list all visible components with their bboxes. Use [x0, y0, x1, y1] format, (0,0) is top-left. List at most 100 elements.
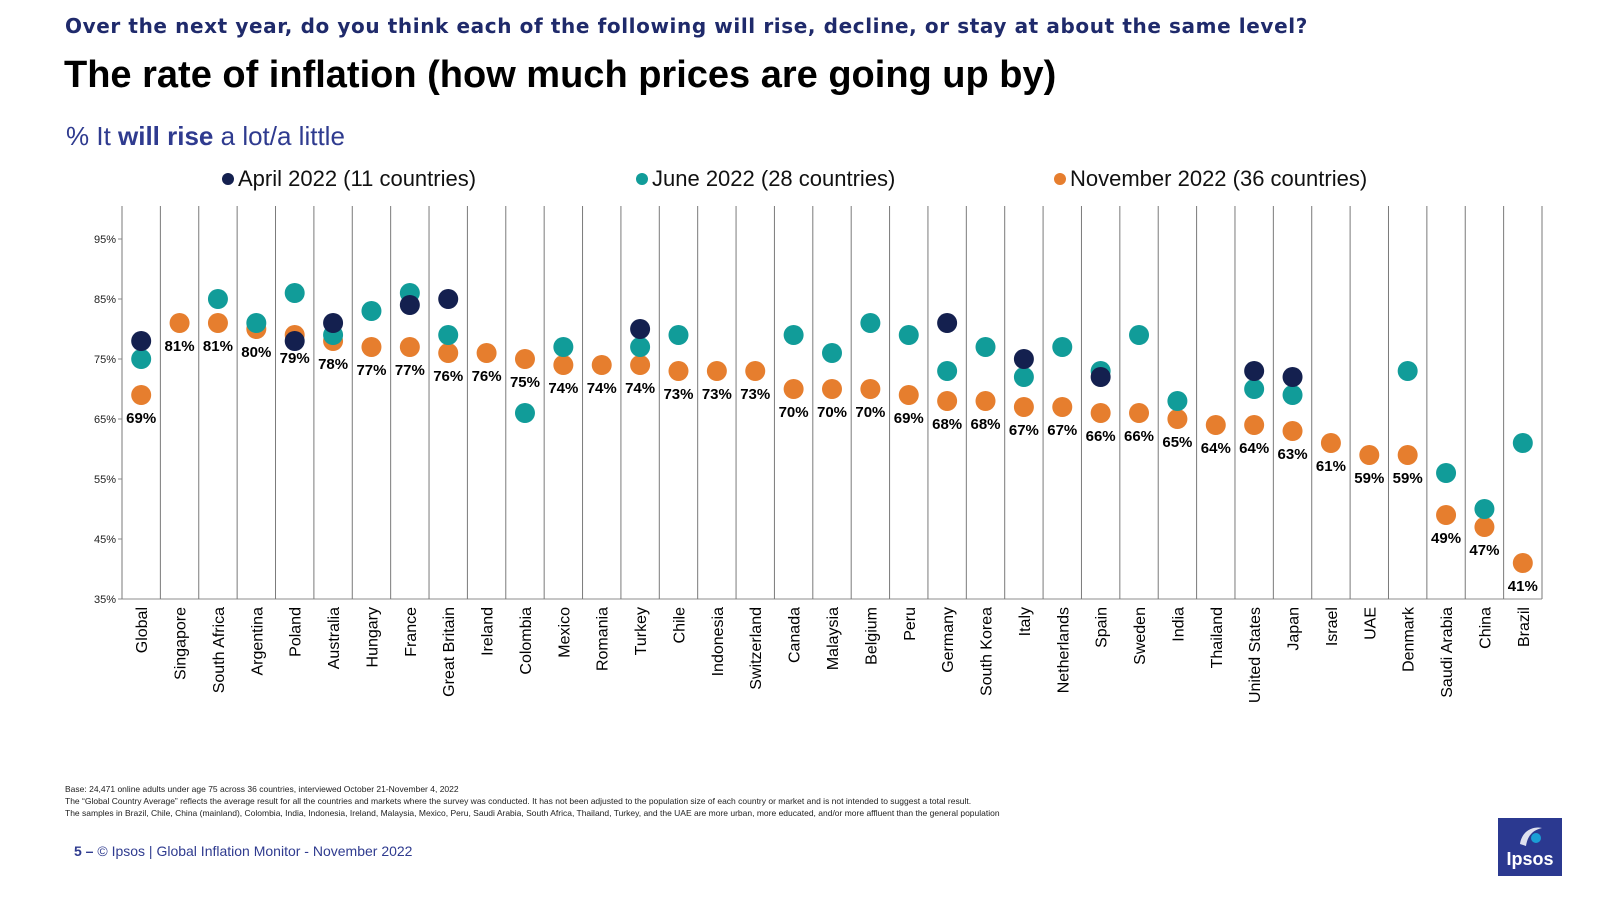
data-point [783, 325, 804, 345]
data-label: 69% [894, 410, 924, 427]
data-point [1474, 499, 1495, 519]
footnote-base: Base: 24,471 online adults under age 75 … [65, 784, 459, 794]
data-point [898, 325, 919, 345]
chart-legend: April 2022 (11 countries) June 2022 (28 … [0, 166, 1600, 196]
data-label: 66% [1086, 428, 1116, 445]
data-point [1320, 433, 1341, 453]
data-label: 68% [932, 416, 962, 433]
x-tick-label: UAE [1362, 607, 1379, 640]
data-label: 70% [855, 404, 885, 421]
y-tick-label: 95% [94, 234, 116, 246]
data-point [361, 337, 382, 357]
data-point [1205, 415, 1226, 435]
data-label: 74% [587, 380, 617, 397]
legend-item-june: June 2022 (28 countries) [636, 166, 895, 192]
data-point [246, 313, 267, 333]
subtitle-bold: will rise [118, 121, 214, 151]
inflation-chart: 35% 45% 55% 65% 75% 85% 95% Global Singapore Sout… [94, 206, 1543, 703]
data-label: 70% [817, 404, 847, 421]
data-point [1512, 433, 1533, 453]
data-point [1052, 397, 1073, 417]
data-label: 67% [1047, 422, 1077, 439]
footer-text: © Ipsos | Global Inflation Monitor - Nov… [93, 843, 413, 859]
question-text: Over the next year, do you think each of… [65, 14, 1308, 38]
x-tick-label: Japan [1286, 607, 1303, 651]
data-point [399, 337, 420, 357]
data-label: 70% [779, 404, 809, 421]
data-point [1244, 379, 1265, 399]
x-tick-label: United States [1247, 607, 1264, 703]
data-point [438, 289, 459, 309]
data-point [1512, 553, 1533, 573]
data-point [1244, 415, 1265, 435]
legend-marker-june [636, 173, 648, 185]
data-point [668, 325, 689, 345]
x-tick-label: Switzerland [748, 607, 765, 690]
data-point [1282, 367, 1303, 387]
data-point [745, 361, 766, 381]
data-point [207, 289, 228, 309]
data-label: 68% [970, 416, 1000, 433]
data-point [1090, 367, 1111, 387]
x-tick-label: France [403, 607, 420, 657]
data-label: 73% [702, 386, 732, 403]
y-tick-label: 75% [94, 354, 116, 366]
data-label: 73% [740, 386, 770, 403]
data-point [898, 385, 919, 405]
data-label: 74% [548, 380, 578, 397]
data-label: 66% [1124, 428, 1154, 445]
data-label: 80% [241, 344, 271, 361]
data-point [1129, 325, 1150, 345]
data-point [553, 355, 574, 375]
legend-marker-november [1054, 173, 1066, 185]
x-tick-label: South Africa [211, 607, 228, 693]
x-tick-label: Saudi Arabia [1439, 607, 1456, 698]
footnote-global-average: The “Global Country Average” reflects th… [65, 796, 972, 806]
data-point [630, 355, 651, 375]
data-point [1436, 463, 1457, 483]
data-point [668, 361, 689, 381]
x-tick-label: Netherlands [1055, 607, 1072, 693]
ipsos-logo: Ipsos [1498, 818, 1562, 876]
data-point [1474, 517, 1495, 537]
data-point [1167, 409, 1188, 429]
data-label: 63% [1278, 446, 1308, 463]
data-point [399, 295, 420, 315]
x-tick-label: India [1170, 607, 1187, 642]
footnote-samples: The samples in Brazil, Chile, China (mai… [65, 808, 1000, 818]
data-point [438, 343, 459, 363]
data-point [822, 343, 842, 363]
data-label: 81% [165, 338, 195, 355]
data-label: 64% [1201, 440, 1231, 457]
x-tick-label: Global [134, 607, 151, 653]
x-tick-label: Brazil [1516, 607, 1533, 647]
legend-label-june: June 2022 (28 countries) [652, 166, 896, 191]
x-tick-label: Poland [288, 607, 305, 657]
x-tick-label: Romania [595, 607, 612, 671]
y-tick-label: 45% [94, 534, 116, 546]
data-point [1013, 349, 1034, 369]
subtitle-pre: % It [66, 121, 119, 151]
data-point [860, 379, 881, 399]
data-label: 76% [433, 368, 463, 385]
data-point [323, 313, 344, 333]
x-tick-label: Peru [902, 607, 919, 641]
x-tick-label: Indonesia [710, 607, 727, 676]
logo-swoosh-icon [1520, 827, 1542, 846]
data-label: 81% [203, 338, 233, 355]
data-point [514, 403, 535, 423]
x-tick-label: Spain [1094, 607, 1111, 648]
data-label: 79% [280, 350, 310, 367]
legend-item-november: November 2022 (36 countries) [1054, 166, 1367, 192]
data-label: 75% [510, 374, 540, 391]
logo-text: Ipsos [1506, 849, 1554, 869]
x-tick-label: Colombia [518, 607, 535, 675]
data-label: 73% [663, 386, 693, 403]
data-point [1052, 337, 1073, 357]
data-point [630, 337, 651, 357]
page-number: 5 – [74, 843, 94, 859]
data-point [1013, 367, 1034, 387]
data-label: 74% [625, 380, 655, 397]
x-tick-label: Israel [1324, 607, 1341, 646]
x-tick-label: Argentina [249, 607, 266, 676]
